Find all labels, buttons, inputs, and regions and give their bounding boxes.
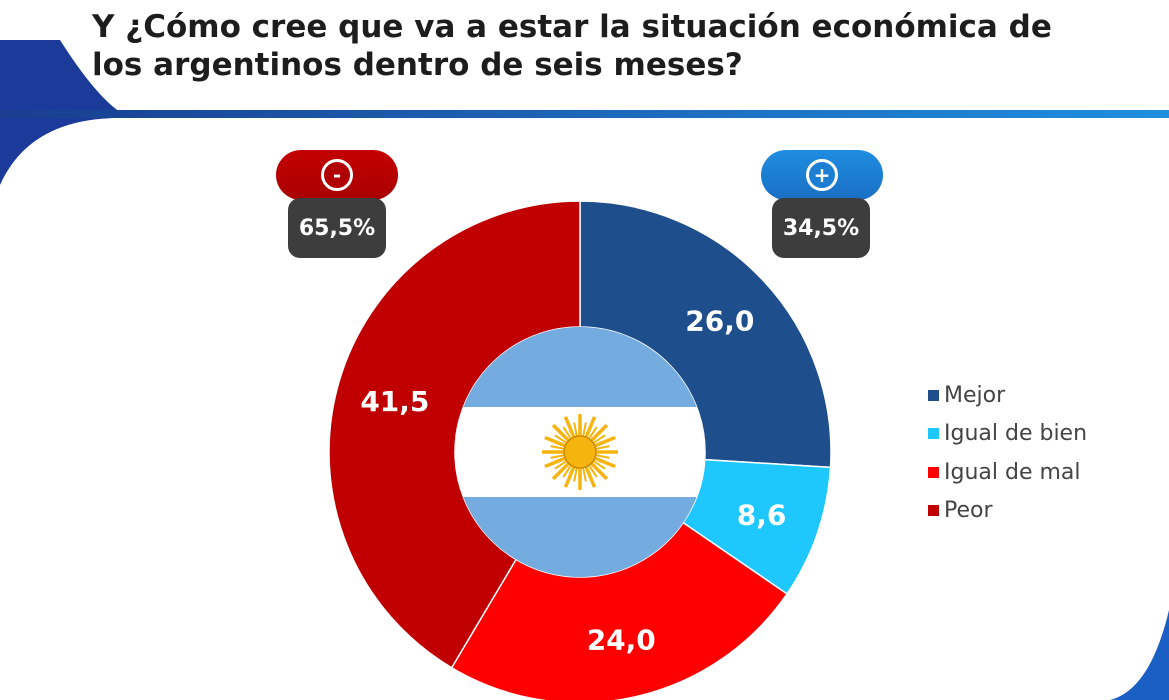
slice-value-label: 24,0 (587, 624, 656, 657)
legend-item: Igual de bien (928, 415, 1087, 454)
slice-value-label: 41,5 (360, 385, 429, 418)
sun-of-may-icon (542, 414, 618, 490)
slice-value-label: 26,0 (685, 304, 754, 337)
title-line-1: Y ¿Cómo cree que va a estar la situación… (92, 9, 1052, 45)
legend-label: Peor (944, 498, 993, 524)
positive-total-badge: 34,5% (772, 198, 870, 258)
positive-group-pill: + (761, 150, 883, 200)
plus-icon: + (806, 159, 838, 191)
legend-item: Peor (928, 492, 1087, 531)
chart-legend: Mejor Igual de bien Igual de mal Peor (928, 376, 1087, 530)
argentina-flag-icon (455, 327, 705, 577)
header-band (0, 110, 1169, 118)
title-line-2: los argentinos dentro de seis meses? (92, 47, 743, 83)
legend-swatch (928, 428, 939, 440)
page-title: Y ¿Cómo cree que va a estar la situación… (92, 8, 1132, 84)
legend-swatch (928, 505, 939, 517)
legend-label: Mejor (944, 382, 1006, 408)
negative-total-badge: 65,5% (288, 198, 386, 258)
legend-label: Igual de bien (944, 421, 1088, 447)
negative-group-pill: - (276, 150, 398, 200)
legend-item: Igual de mal (928, 453, 1087, 492)
legend-swatch (928, 466, 939, 478)
minus-icon: - (321, 159, 353, 191)
slice-value-label: 8,6 (737, 498, 787, 531)
legend-label: Igual de mal (944, 459, 1081, 485)
legend-item: Mejor (928, 376, 1087, 415)
legend-swatch (928, 389, 939, 401)
corner-blue-swoosh (1110, 610, 1169, 700)
